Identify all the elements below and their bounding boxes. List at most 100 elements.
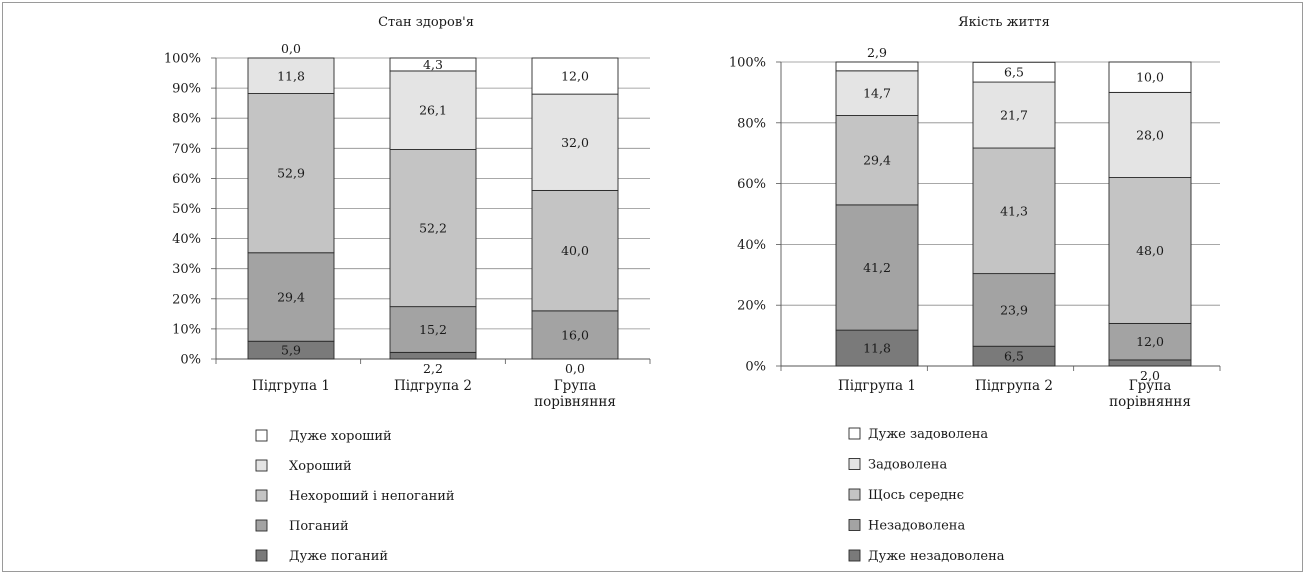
x-category-label: Група	[1129, 378, 1172, 394]
bar-segment	[972, 147, 1056, 275]
legend-swatch	[848, 488, 861, 501]
legend-label: Щось середнє	[868, 488, 964, 503]
data-label: 2,0	[1140, 368, 1160, 383]
x-category-label: Підгрупа 2	[975, 378, 1053, 394]
legend-swatch	[255, 459, 268, 472]
chart-title: Якість життя	[958, 15, 1050, 30]
bar-segment	[1108, 61, 1192, 93]
bar-segment	[1108, 91, 1192, 178]
legend-label: Незадоволена	[868, 519, 965, 534]
y-tick-label: 40%	[737, 238, 766, 253]
bar-segment	[1108, 322, 1192, 361]
data-label: 29,4	[277, 289, 305, 304]
chart-title: Стан здоров'я	[378, 15, 474, 30]
data-label: 32,0	[561, 135, 589, 150]
x-category-label: Підгрупа 2	[394, 378, 472, 394]
y-tick-label: 100%	[729, 56, 766, 71]
legend-swatch	[255, 489, 268, 502]
legend-swatch	[255, 519, 268, 532]
data-label: 0,0	[565, 361, 585, 376]
bar-segment	[389, 149, 477, 308]
quality-of-life-chart: Якість життя 0% 20% 40% 60% 80% 100% 11,8 41,2 29…	[729, 15, 1221, 564]
data-label: 41,3	[1000, 203, 1028, 218]
data-label: 5,9	[281, 343, 301, 358]
y-tick-label: 60%	[737, 177, 766, 192]
data-label: 4,3	[423, 57, 443, 72]
data-label: 52,9	[277, 166, 305, 181]
bar-segment	[247, 252, 335, 342]
legend-label: Дуже хороший	[289, 429, 392, 444]
data-label: 11,8	[277, 68, 305, 83]
legend-label: Нехороший і непоганий	[289, 489, 455, 504]
y-tick-label: 60%	[172, 172, 201, 187]
y-tick-label: 0%	[745, 360, 766, 375]
bar-segment	[247, 57, 335, 94]
bar-segment	[972, 273, 1056, 347]
x-category-label: Група	[554, 378, 597, 394]
data-label: 52,2	[419, 221, 447, 236]
data-label: 12,0	[1136, 334, 1164, 349]
legend-swatch	[848, 549, 861, 562]
data-label: 10,0	[1136, 70, 1164, 85]
bar-segment	[972, 61, 1056, 83]
y-tick-label: 100%	[164, 52, 201, 67]
bar-segment	[389, 351, 477, 360]
legend-swatch	[848, 427, 861, 440]
data-label: 15,2	[419, 322, 447, 337]
x-category-label: Підгрупа 1	[252, 378, 330, 394]
y-tick-label: 70%	[172, 142, 201, 157]
legend-swatch	[848, 458, 861, 470]
legend-swatch	[255, 549, 268, 562]
data-label: 29,4	[863, 153, 891, 168]
legend-label: Поганий	[289, 519, 349, 534]
y-tick-label: 80%	[172, 112, 201, 127]
bar-segment	[1108, 177, 1192, 324]
bar-segment	[389, 306, 477, 353]
data-label: 11,8	[863, 341, 891, 356]
y-tick-label: 50%	[172, 202, 201, 217]
bar-segment	[389, 57, 477, 72]
y-tick-label: 20%	[737, 299, 766, 314]
data-label: 23,9	[1000, 302, 1028, 317]
data-label: 48,0	[1136, 243, 1164, 258]
data-label: 21,7	[1000, 108, 1028, 123]
y-tick-label: 90%	[172, 82, 201, 97]
data-label: 14,7	[863, 86, 891, 101]
y-tick-label: 30%	[172, 262, 201, 277]
legend-label: Задоволена	[868, 458, 947, 473]
bar-segment	[835, 115, 919, 206]
bar-segment	[835, 204, 919, 331]
data-label: 6,5	[1004, 65, 1024, 80]
legend-label: Дуже незадоволена	[868, 549, 1005, 564]
bar-segment	[531, 189, 619, 312]
y-tick-label: 80%	[737, 116, 766, 131]
data-label: 26,1	[419, 103, 447, 118]
x-category-label: порівняння	[534, 394, 616, 410]
bar-segment	[247, 93, 335, 254]
y-tick-label: 40%	[172, 232, 201, 247]
data-label: 12,0	[561, 69, 589, 84]
legend-label: Дуже задоволена	[868, 427, 988, 442]
bar-segment	[835, 70, 919, 116]
legend-label: Хороший	[289, 459, 352, 474]
x-category-label: порівняння	[1109, 394, 1191, 410]
y-tick-label: 10%	[172, 322, 201, 337]
y-tick-label: 0%	[180, 353, 201, 368]
data-label: 16,0	[561, 327, 589, 342]
legend-label: Дуже поганий	[289, 549, 388, 564]
data-label: 40,0	[561, 243, 589, 258]
bar-segment	[1108, 359, 1192, 367]
bar-segment	[389, 70, 477, 150]
data-label: 6,5	[1004, 349, 1024, 364]
x-category-label: Підгрупа 1	[838, 378, 916, 394]
bar-segment	[835, 329, 919, 367]
legend-swatch	[848, 519, 861, 531]
data-label: 2,9	[867, 45, 887, 60]
legend-swatch	[255, 429, 268, 442]
data-label: 0,0	[281, 41, 301, 56]
bar-segment	[835, 61, 919, 72]
y-tick-label: 20%	[172, 292, 201, 307]
data-label: 41,2	[863, 260, 891, 275]
health-status-chart: Стан здоров'я 0% 10% 20% 30% 40% 50% 60% 70% 80% 9…	[164, 15, 651, 564]
data-label: 2,2	[423, 361, 443, 376]
